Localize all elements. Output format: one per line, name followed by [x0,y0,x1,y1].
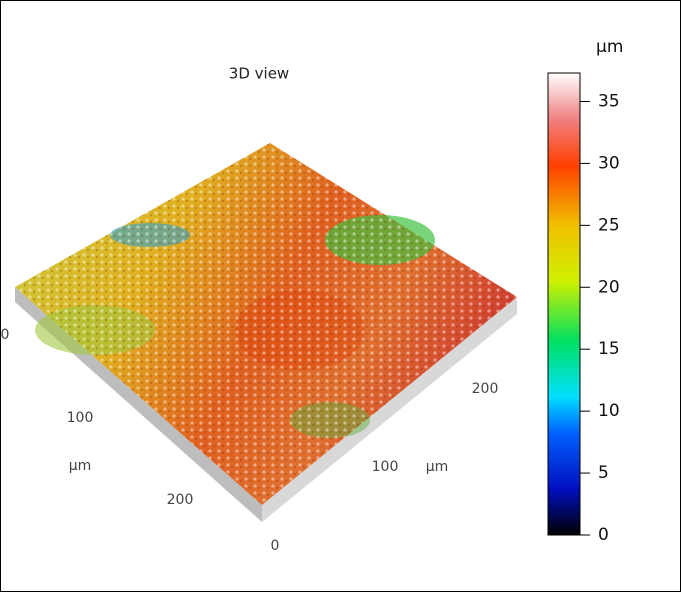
colorbar-tick-label: 25 [598,215,620,235]
colorbar-tick-label: 35 [598,91,620,111]
colorbar-tick-label: 5 [598,463,609,483]
colorbar-tick-label: 30 [598,153,620,173]
axis-tick-label: 200 [472,381,499,397]
axis-tick-label: 200 [167,492,194,508]
axis-unit: µm [69,458,92,474]
view-title: 3D view [229,65,289,83]
surface [15,143,517,522]
colorbar-tick-label: 0 [598,525,609,545]
axis-tick-label: 0 [271,538,280,554]
axis-unit: µm [426,459,449,475]
colorbar-tick-label: 15 [598,339,620,359]
axis-tick-label: 100 [372,459,399,475]
colorbar [547,72,581,536]
colorbar-tick-label: 10 [598,401,620,421]
colorbar-tick-label: 20 [598,277,620,297]
axis-tick-label: 100 [67,410,94,426]
axis-tick-label: 0 [1,327,10,343]
colorbar-unit: µm [596,37,623,57]
